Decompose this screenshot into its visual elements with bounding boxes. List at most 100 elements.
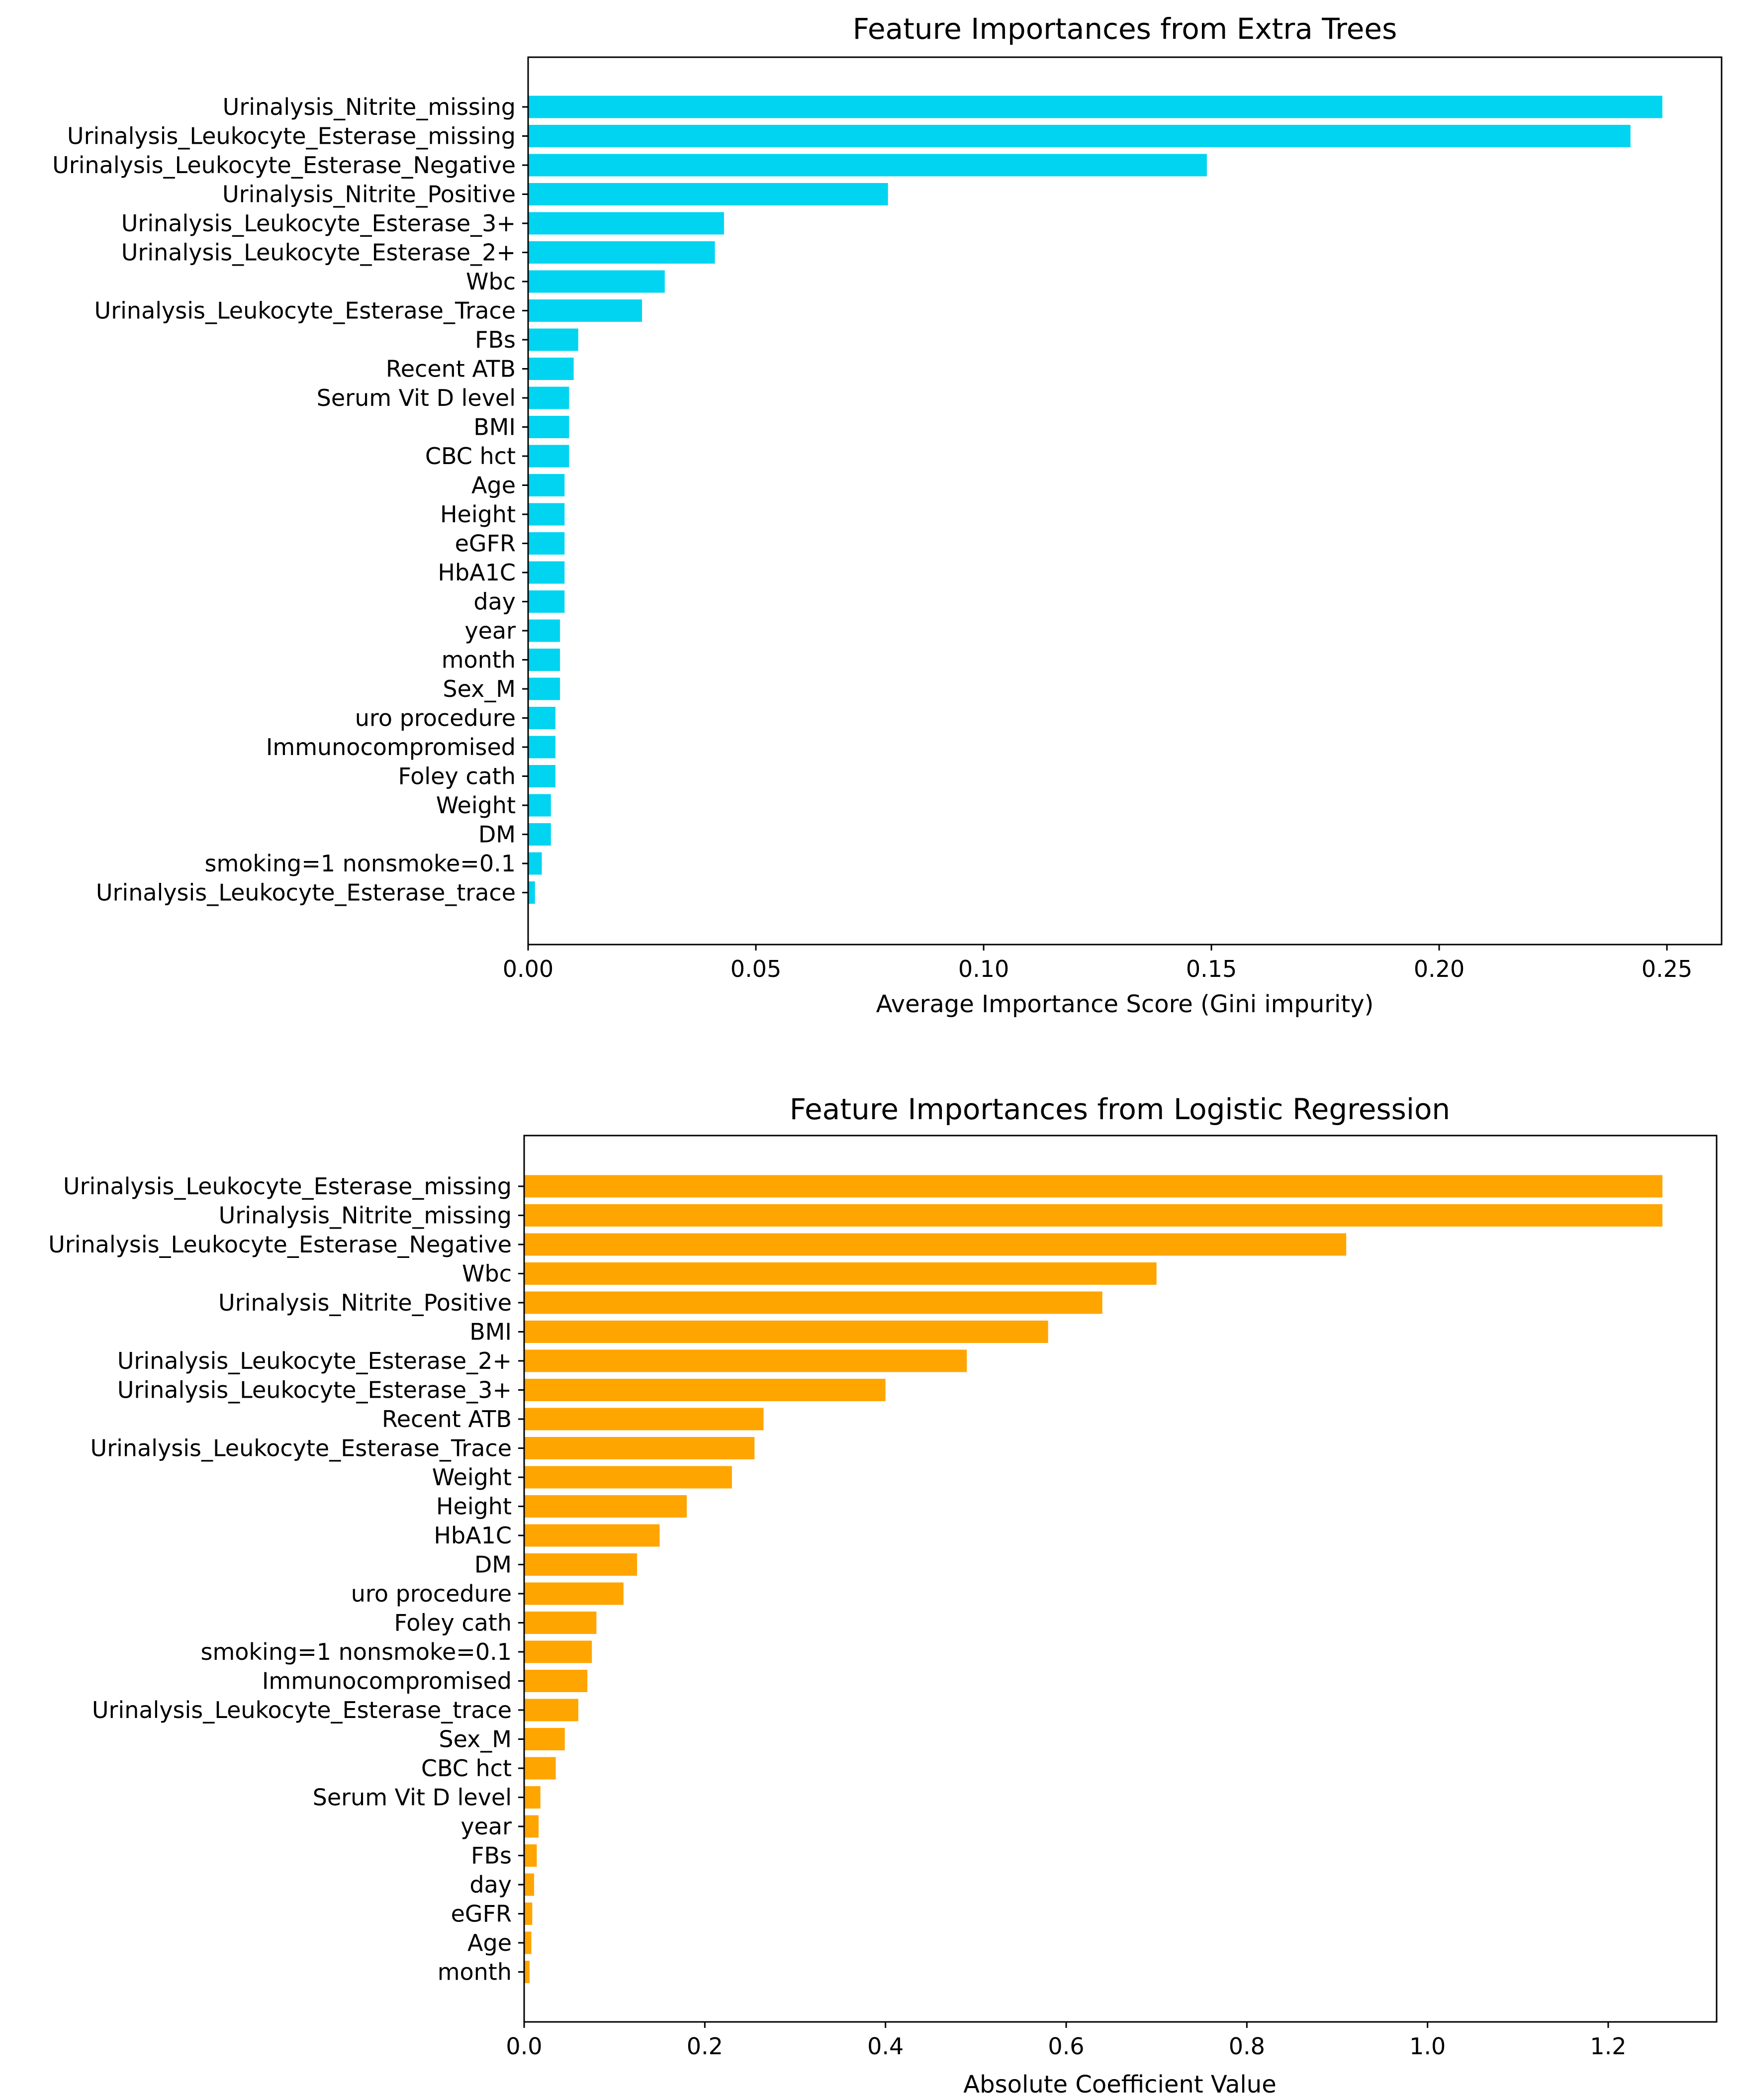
x-axis-label: Average Importance Score (Gini impurity) [876, 990, 1374, 1018]
y-tick-label: Wbc [466, 268, 516, 295]
y-tick-label: eGFR [451, 1901, 512, 1927]
bar [528, 707, 555, 729]
x-tick-label: 0.25 [1642, 955, 1692, 982]
bar [528, 416, 569, 438]
plot-frame [523, 1135, 1718, 2023]
bar [524, 1757, 556, 1780]
bar [528, 358, 574, 380]
bar [528, 852, 542, 875]
y-tick-label: Recent ATB [386, 356, 516, 382]
bar [524, 1931, 532, 1954]
bar [524, 1582, 624, 1605]
bars [524, 1175, 1662, 1983]
bar [524, 1291, 1102, 1314]
y-tick-labels: Urinalysis_Nitrite_missing Urinalysis_Leu… [52, 94, 528, 906]
x-ticks: 0.0 0.2 0.4 0.6 0.8 1.0 1.2 [506, 2022, 1627, 2060]
y-tick-label: smoking=1 nonsmoke=0.1 [205, 850, 516, 877]
bar [528, 503, 565, 526]
bar [524, 1786, 541, 1809]
bar [524, 1262, 1157, 1285]
y-tick-label: Recent ATB [382, 1406, 512, 1432]
y-tick-label: BMI [469, 1319, 512, 1345]
bar [528, 619, 560, 642]
y-tick-label: Serum Vit D level [313, 1784, 512, 1811]
bar [528, 794, 551, 817]
y-tick-label: Urinalysis_Leukocyte_Esterase_trace [96, 879, 516, 906]
y-tick-label: uro procedure [351, 1580, 512, 1607]
bar [528, 823, 551, 846]
bar [528, 677, 560, 700]
y-tick-label: Urinalysis_Leukocyte_Esterase_Trace [94, 297, 516, 324]
y-tick-label: Sex_M [443, 675, 516, 702]
y-tick-label: Immunocompromised [262, 1668, 512, 1695]
y-tick-label: Foley cath [398, 763, 516, 790]
extra-trees-chart: Feature Importances from Extra Trees Uri… [52, 12, 1723, 1018]
y-tick-label: Urinalysis_Leukocyte_Esterase_missing [63, 1173, 512, 1200]
x-tick-label: 0.8 [1229, 2033, 1265, 2060]
y-tick-label: CBC hct [421, 1755, 512, 1782]
bar [528, 270, 665, 293]
bar [524, 1873, 534, 1896]
x-tick-label: 1.0 [1409, 2033, 1446, 2060]
bar [524, 1699, 578, 1721]
y-tick-label: CBC hct [425, 443, 516, 470]
y-tick-label: Immunocompromised [266, 734, 516, 761]
bar [524, 1640, 592, 1663]
bar [528, 328, 578, 351]
bar [528, 299, 642, 322]
bar [528, 95, 1662, 118]
bar [524, 1961, 530, 1983]
bar [524, 1437, 755, 1459]
bar [528, 736, 555, 759]
bar [528, 532, 565, 555]
y-tick-label: Urinalysis_Leukocyte_Esterase_missing [67, 123, 516, 150]
bar [528, 649, 560, 671]
bar [528, 212, 724, 235]
bar [528, 561, 565, 584]
y-tick-label: Urinalysis_Nitrite_missing [223, 94, 516, 120]
x-axis-label: Absolute Coefficient Value [963, 2071, 1276, 2099]
bar [524, 1379, 886, 1401]
x-tick-label: 0.00 [503, 955, 553, 982]
y-tick-label: Weight [432, 1464, 512, 1491]
bar [524, 1495, 687, 1518]
y-tick-label: Urinalysis_Leukocyte_Esterase_trace [92, 1697, 512, 1723]
y-tick-label: DM [474, 1551, 512, 1578]
bar [524, 1903, 533, 1925]
y-tick-label: FBs [475, 326, 516, 353]
bar [528, 474, 565, 496]
y-tick-label: Wbc [462, 1260, 512, 1287]
y-tick-label: Urinalysis_Leukocyte_Esterase_3+ [121, 210, 516, 237]
bar [528, 445, 569, 468]
y-tick-labels: Urinalysis_Leukocyte_Esterase_missing Uri… [48, 1173, 524, 1986]
y-tick-label: Urinalysis_Leukocyte_Esterase_3+ [117, 1377, 512, 1404]
y-tick-label: Urinalysis_Leukocyte_Esterase_Trace [91, 1435, 512, 1462]
bar [524, 1612, 597, 1634]
y-tick-label: HbA1C [438, 559, 516, 586]
bar [524, 1670, 588, 1692]
y-tick-label: Urinalysis_Leukocyte_Esterase_Negative [48, 1231, 512, 1258]
x-tick-label: 0.10 [958, 955, 1009, 982]
bar [524, 1466, 732, 1489]
y-tick-label: month [442, 647, 516, 673]
logistic-regression-chart: Feature Importances from Logistic Regres… [48, 1092, 1718, 2099]
bar [528, 590, 565, 613]
y-tick-label: HbA1C [434, 1522, 512, 1549]
y-tick-label: Urinalysis_Leukocyte_Esterase_2+ [117, 1347, 512, 1374]
bar [524, 1844, 537, 1867]
bar [524, 1815, 539, 1838]
x-ticks: 0.00 0.05 0.10 0.15 0.20 0.25 [503, 945, 1692, 982]
bar [528, 881, 535, 904]
x-tick-label: 0.20 [1414, 955, 1464, 982]
chart-title: Feature Importances from Logistic Regres… [790, 1092, 1450, 1126]
y-tick-label: uro procedure [355, 705, 516, 732]
bar [528, 154, 1207, 177]
y-tick-label: DM [478, 821, 516, 848]
bar [524, 1524, 660, 1547]
y-tick-label: year [464, 617, 516, 644]
x-tick-label: 0.05 [731, 955, 781, 982]
y-tick-label: month [438, 1959, 512, 1986]
y-tick-label: FBs [471, 1842, 512, 1869]
bar [528, 765, 555, 787]
